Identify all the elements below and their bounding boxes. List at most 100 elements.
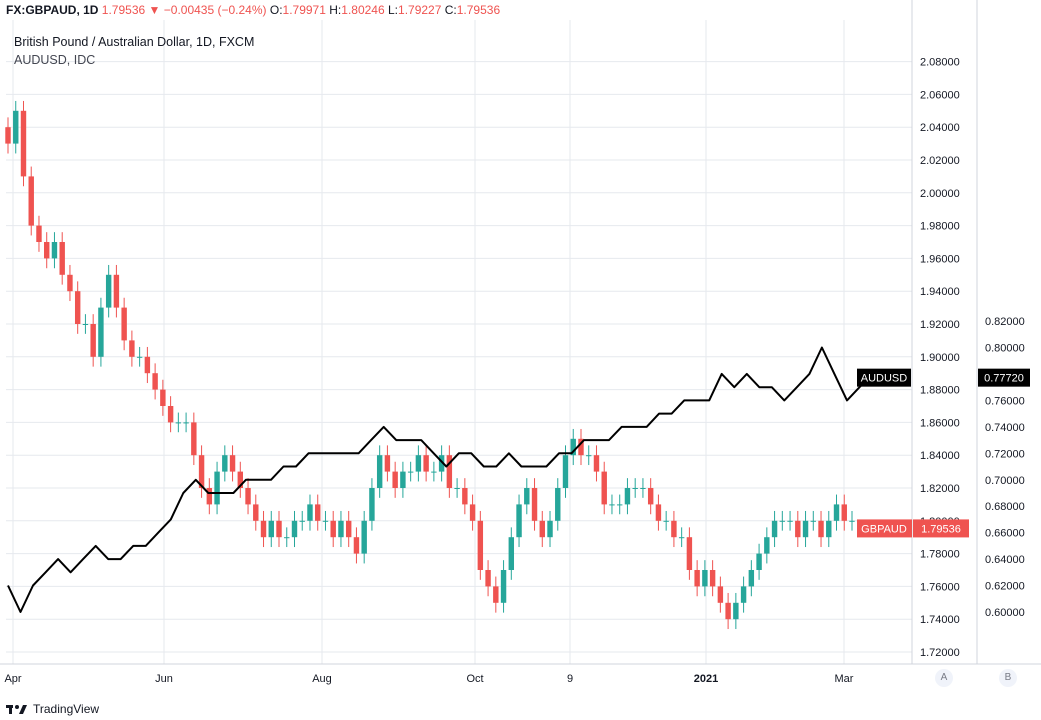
gbpaud-candle <box>98 307 104 357</box>
y-tick-gbpaud: 1.86000 <box>920 417 960 429</box>
gbpaud-candle <box>206 488 213 505</box>
grid-lines <box>6 20 912 664</box>
y-tick-audusd: 0.68000 <box>985 501 1025 513</box>
gbpaud-candle <box>353 537 360 554</box>
gbpaud-candle <box>593 455 600 472</box>
gbpaud-candle <box>214 471 220 505</box>
y-tick-gbpaud: 1.82000 <box>920 483 960 495</box>
y-tick-audusd: 0.76000 <box>985 395 1025 407</box>
low-label: L: <box>388 3 399 17</box>
brand-footer[interactable]: TradingView <box>6 702 99 716</box>
gbpaud-candle <box>315 504 321 521</box>
gbpaud-candle <box>702 570 708 587</box>
gbpaud-candle <box>415 455 422 472</box>
gbpaud-candle <box>345 520 352 538</box>
y-tick-gbpaud: 1.76000 <box>920 581 960 593</box>
high-value: 1.80246 <box>341 3 385 17</box>
gbpaud-candle <box>407 471 414 473</box>
gbpaud-candle <box>826 520 832 538</box>
gbpaud-candle <box>547 520 553 538</box>
gbpaud-candle <box>260 520 267 538</box>
gbpaud-candle <box>477 520 484 570</box>
gbpaud-candle <box>756 553 762 570</box>
y-tick-gbpaud: 1.94000 <box>920 286 960 298</box>
main-series-legend[interactable]: British Pound / Australian Dollar, 1D, F… <box>14 35 255 49</box>
gbpaud-candle <box>51 242 58 259</box>
gbpaud-candle <box>400 471 406 488</box>
open-label: O: <box>269 3 283 17</box>
gbpaud-candle <box>446 455 453 488</box>
gbpaud-candle <box>67 274 73 292</box>
gbpaud-candle <box>152 373 158 390</box>
gbpaud-candle <box>531 488 538 521</box>
x-tick-label: Mar <box>835 673 854 685</box>
y-tick-gbpaud: 2.02000 <box>920 155 960 167</box>
symbol-header: FX:GBPAUD, 1D 1.79536 ▼ −0.00435 (−0.24%… <box>6 3 500 17</box>
y-tick-audusd: 0.60000 <box>985 607 1025 619</box>
gbpaud-candle <box>28 176 34 226</box>
gbpaud-candle <box>709 570 716 587</box>
change-arrow: ▼ <box>148 3 161 17</box>
gbpaud-candle <box>438 455 445 472</box>
y-tick-gbpaud: 2.04000 <box>920 122 960 134</box>
y-tick-audusd: 0.66000 <box>985 528 1025 540</box>
gbpaud-candle <box>849 520 855 522</box>
y-tick-audusd: 0.74000 <box>985 422 1025 434</box>
auto-scale-button[interactable]: A <box>935 669 953 687</box>
y-tick-gbpaud: 1.72000 <box>920 647 960 659</box>
gbpaud-candle <box>245 488 251 505</box>
gbpaud-candle <box>833 504 840 521</box>
gbpaud-candle <box>748 570 755 587</box>
gbpaud-candle <box>276 520 282 538</box>
axes: 1.720001.740001.760001.780001.800001.820… <box>0 0 1041 685</box>
gbpaud-candle <box>36 225 42 242</box>
gbpaud-candle <box>291 520 298 538</box>
gbpaud-candle <box>663 520 669 522</box>
y-tick-gbpaud: 1.92000 <box>920 319 960 331</box>
gbpaud-candle <box>129 340 135 357</box>
gbpaud-candle <box>647 488 654 505</box>
gbpaud-candle <box>307 504 313 521</box>
gbpaud-candle <box>90 324 96 357</box>
gbpaud-candle <box>369 488 375 521</box>
y-tick-gbpaud: 1.90000 <box>920 352 960 364</box>
gbpaud-name-tag-text: GBPAUD <box>861 523 907 535</box>
gbpaud-candle <box>740 586 747 603</box>
open-value: 1.79971 <box>282 3 326 17</box>
x-tick-label: Aug <box>312 673 332 685</box>
gbpaud-candle <box>222 455 228 472</box>
gbpaud-candle <box>338 520 344 538</box>
x-tick-label: Apr <box>4 673 21 685</box>
gbpaud-candle <box>655 504 662 521</box>
gbpaud-candle <box>105 274 112 308</box>
gbpaud-candle <box>20 110 27 177</box>
gbpaud-candle <box>361 520 367 554</box>
gbpaud-price-tag <box>913 519 969 538</box>
gbpaud-candle <box>555 488 561 521</box>
y-tick-gbpaud: 1.74000 <box>920 614 960 626</box>
gbpaud-candle <box>175 422 182 424</box>
compare-series-legend[interactable]: AUDUSD, IDC <box>14 53 96 67</box>
gbpaud-candle <box>671 520 677 538</box>
low-value: 1.79227 <box>398 3 442 17</box>
gbpaud-candle <box>787 520 793 522</box>
gbpaud-candle <box>795 520 801 538</box>
symbol-name[interactable]: FX:GBPAUD, 1D <box>6 3 99 17</box>
close-label: C: <box>444 3 457 17</box>
y-tick-audusd: 0.70000 <box>985 475 1025 487</box>
gbpaud-candle <box>144 356 151 374</box>
y-tick-audusd: 0.62000 <box>985 581 1025 593</box>
gbpaud-candle <box>570 438 576 456</box>
gbpaud-candle <box>376 455 383 488</box>
gbpaud-candle <box>322 520 329 522</box>
y-tick-gbpaud: 2.06000 <box>920 89 960 101</box>
scale-b-button[interactable]: B <box>999 669 1017 687</box>
gbpaud-candle <box>268 520 274 538</box>
gbpaud-candle <box>384 455 391 472</box>
gbpaud-candle <box>771 520 778 538</box>
tradingview-logo-icon <box>6 705 27 714</box>
gbpaud-candle <box>733 602 739 620</box>
last-price: 1.79536 <box>101 3 146 17</box>
gbpaud-candle <box>59 242 65 275</box>
